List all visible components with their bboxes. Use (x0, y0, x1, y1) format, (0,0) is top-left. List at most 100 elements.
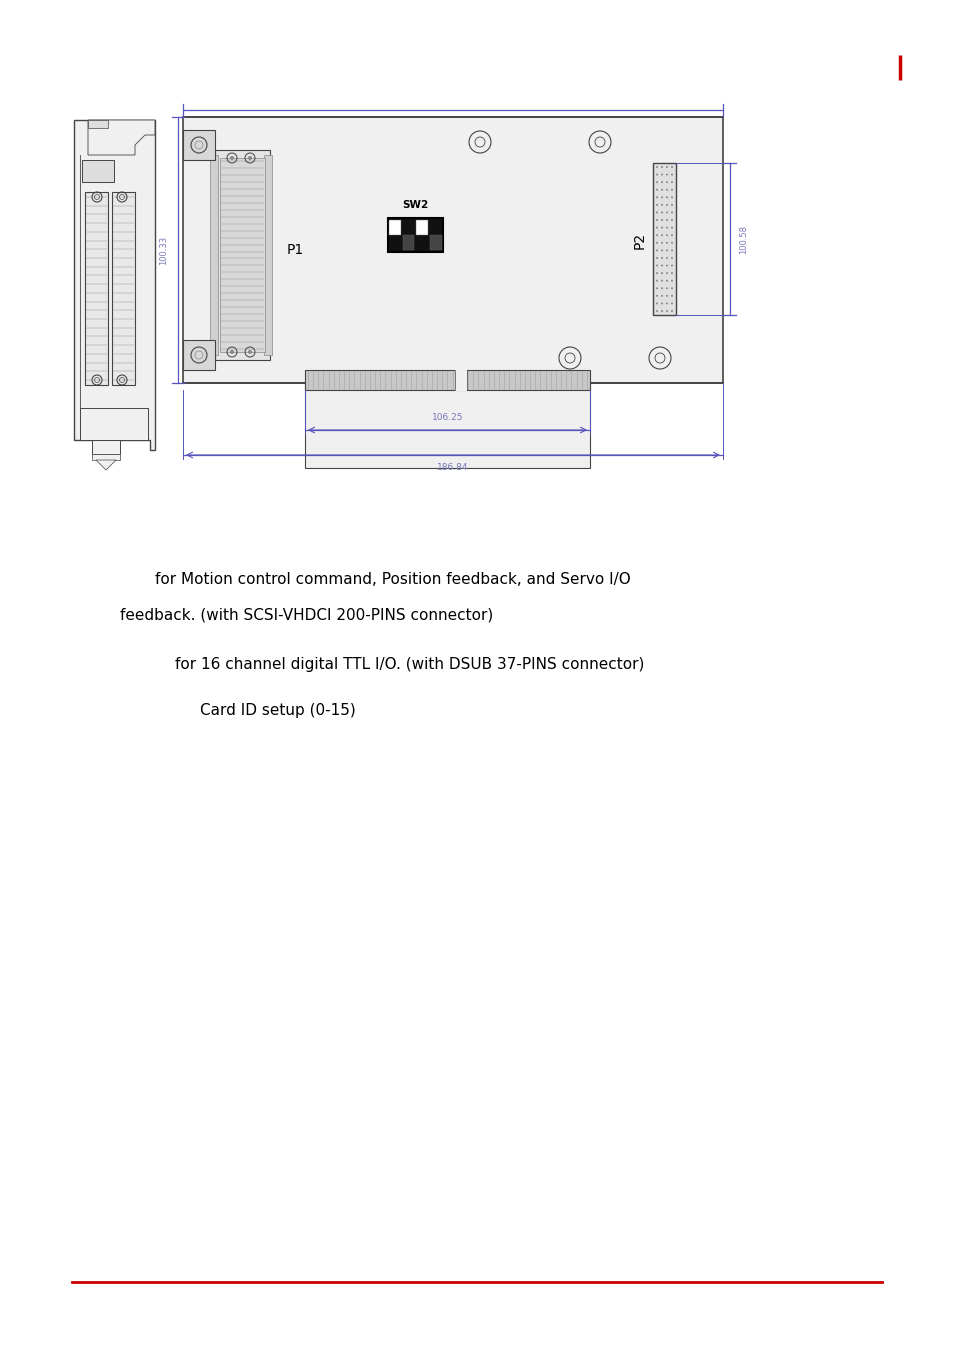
Text: Card ID setup (0-15): Card ID setup (0-15) (200, 703, 355, 718)
Circle shape (656, 181, 658, 183)
Bar (416, 220, 428, 235)
Bar (389, 220, 400, 235)
Text: for 16 channel digital TTL I/O. (with DSUB 37-PINS connector): for 16 channel digital TTL I/O. (with DS… (174, 657, 643, 672)
Bar (85, 192, 108, 385)
Circle shape (656, 173, 658, 176)
Circle shape (656, 211, 658, 214)
Polygon shape (96, 460, 116, 470)
Circle shape (665, 227, 667, 228)
Bar (112, 192, 135, 385)
Circle shape (665, 242, 667, 243)
Circle shape (665, 189, 667, 191)
Bar (214, 150, 270, 360)
Circle shape (660, 303, 662, 304)
Circle shape (656, 280, 658, 281)
Bar (80, 408, 148, 439)
Circle shape (660, 234, 662, 237)
Circle shape (670, 196, 672, 199)
Circle shape (656, 249, 658, 251)
Bar (264, 155, 272, 356)
Bar (305, 370, 589, 389)
Circle shape (670, 234, 672, 237)
Circle shape (656, 189, 658, 191)
Text: 100.58: 100.58 (739, 224, 748, 254)
Circle shape (670, 242, 672, 243)
Circle shape (660, 265, 662, 266)
Circle shape (660, 249, 662, 251)
Circle shape (670, 227, 672, 228)
Circle shape (665, 173, 667, 176)
Circle shape (665, 303, 667, 304)
Circle shape (656, 295, 658, 297)
Bar (305, 383, 589, 468)
Circle shape (230, 350, 233, 354)
Circle shape (670, 257, 672, 260)
Circle shape (656, 265, 658, 266)
Text: feedback. (with SCSI-VHDCI 200-PINS connector): feedback. (with SCSI-VHDCI 200-PINS conn… (120, 607, 493, 622)
Circle shape (665, 204, 667, 206)
Circle shape (656, 242, 658, 243)
Text: SW2: SW2 (401, 200, 428, 210)
Polygon shape (91, 454, 120, 460)
Circle shape (670, 265, 672, 266)
Text: 100.33: 100.33 (159, 235, 169, 265)
Circle shape (656, 303, 658, 304)
Circle shape (660, 242, 662, 243)
Circle shape (656, 310, 658, 312)
Circle shape (660, 211, 662, 214)
Text: P2: P2 (633, 231, 646, 249)
Circle shape (665, 295, 667, 297)
Circle shape (665, 211, 667, 214)
Circle shape (670, 189, 672, 191)
Circle shape (665, 234, 667, 237)
Circle shape (660, 257, 662, 260)
Circle shape (670, 181, 672, 183)
Circle shape (656, 257, 658, 260)
Bar (183, 130, 214, 160)
Circle shape (660, 166, 662, 168)
Circle shape (660, 287, 662, 289)
Circle shape (656, 234, 658, 237)
Circle shape (665, 310, 667, 312)
Circle shape (656, 227, 658, 228)
Circle shape (670, 287, 672, 289)
Text: 106.25: 106.25 (432, 412, 463, 422)
Circle shape (660, 204, 662, 206)
Circle shape (665, 257, 667, 260)
Text: P1: P1 (286, 243, 303, 257)
Bar (388, 218, 442, 251)
Circle shape (670, 173, 672, 176)
Circle shape (656, 272, 658, 274)
Bar (455, 369, 467, 391)
Circle shape (670, 295, 672, 297)
Bar (88, 120, 108, 128)
Circle shape (670, 303, 672, 304)
Bar (210, 155, 218, 356)
Circle shape (248, 350, 252, 354)
Circle shape (665, 272, 667, 274)
Circle shape (665, 265, 667, 266)
Circle shape (230, 155, 233, 160)
Circle shape (656, 287, 658, 289)
Bar (183, 339, 214, 370)
Circle shape (670, 280, 672, 281)
Circle shape (660, 189, 662, 191)
Polygon shape (88, 120, 154, 155)
Bar (183, 118, 722, 383)
Circle shape (660, 272, 662, 274)
Circle shape (670, 310, 672, 312)
Bar (430, 235, 441, 250)
Circle shape (665, 196, 667, 199)
Bar (402, 235, 414, 250)
Circle shape (665, 280, 667, 281)
Polygon shape (74, 120, 154, 450)
Circle shape (660, 219, 662, 222)
Circle shape (660, 295, 662, 297)
Circle shape (656, 204, 658, 206)
Circle shape (248, 155, 252, 160)
Circle shape (670, 166, 672, 168)
Text: for Motion control command, Position feedback, and Servo I/O: for Motion control command, Position fee… (154, 572, 630, 588)
Circle shape (656, 196, 658, 199)
Circle shape (660, 196, 662, 199)
Bar (82, 160, 113, 183)
